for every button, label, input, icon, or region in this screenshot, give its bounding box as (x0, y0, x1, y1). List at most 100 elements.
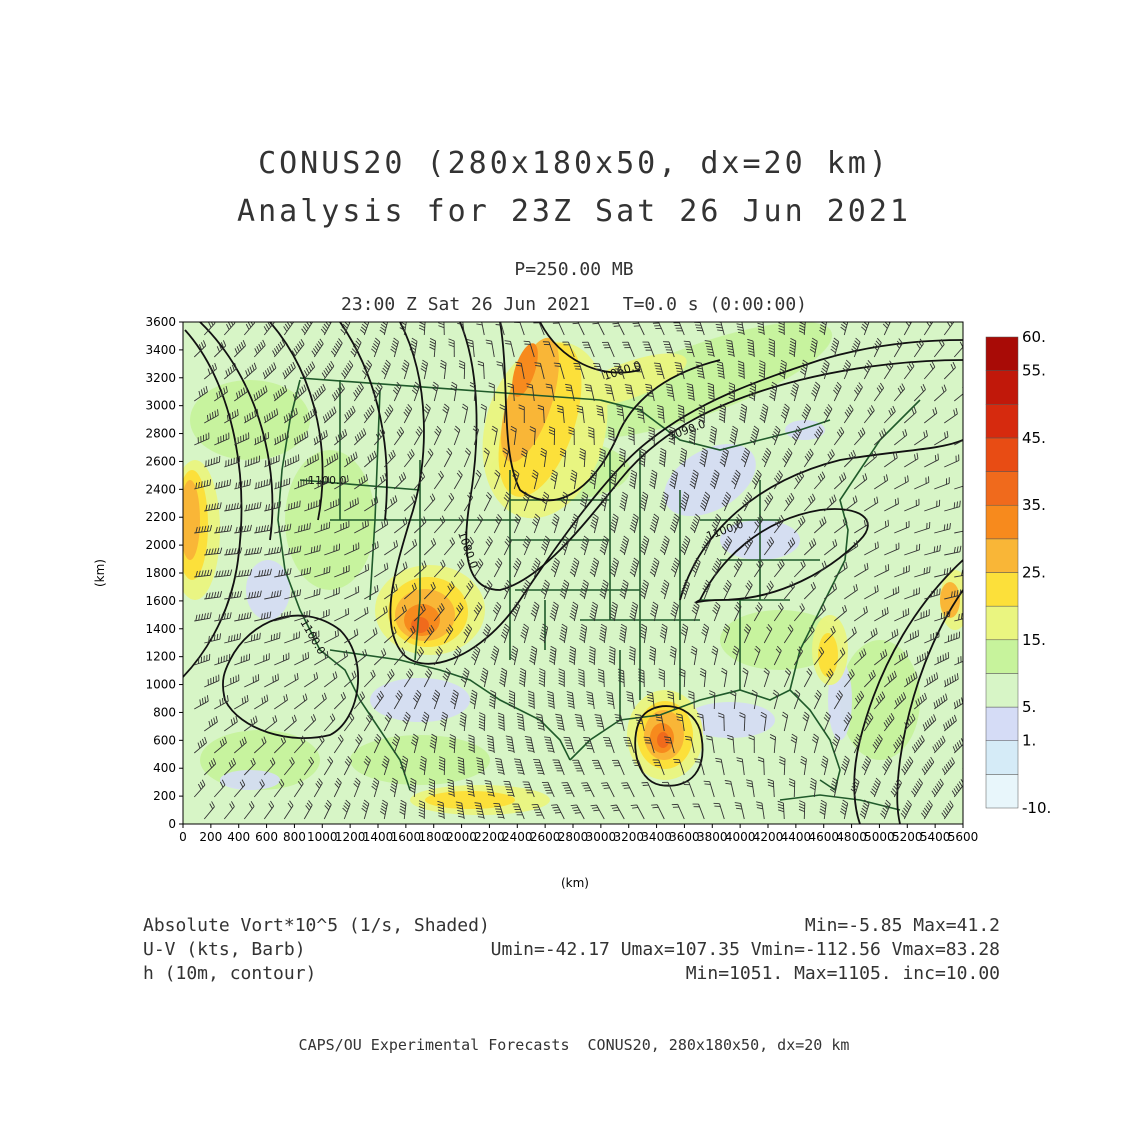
wind-barb (291, 338, 305, 358)
wind-barb (303, 407, 318, 424)
y-tick-label: 2200 (145, 510, 176, 524)
wind-barb (353, 734, 363, 754)
wind-barb (639, 623, 648, 644)
wind-barb (924, 672, 939, 688)
wind-barb (903, 713, 916, 732)
wind-barb (628, 646, 636, 666)
wind-barb (922, 714, 937, 732)
wind-barbs (193, 322, 963, 820)
wind-barb (913, 338, 924, 358)
wind-barb (473, 469, 482, 490)
colorbar-swatch (985, 370, 1019, 405)
wind-barb (254, 431, 270, 446)
wind-barb (548, 426, 556, 446)
wind-barb (656, 404, 665, 424)
wind-barb (690, 645, 698, 666)
wind-barb (253, 736, 267, 754)
state-lines-west (299, 380, 520, 661)
wind-barb (516, 713, 525, 732)
wind-barb (954, 485, 963, 490)
wind-barb (684, 735, 695, 754)
wind-barb (513, 758, 525, 776)
wind-barb (333, 777, 342, 798)
wind-barb (793, 603, 805, 622)
wind-barb (904, 629, 920, 644)
wind-barb (465, 779, 475, 798)
x-tick-label: 200 (199, 830, 222, 844)
wind-barb (343, 405, 356, 424)
wind-barb (274, 568, 292, 578)
wind-barb (652, 322, 665, 336)
wind-barb (844, 540, 859, 556)
wind-barb (284, 589, 302, 600)
wind-barb (234, 479, 251, 490)
wind-barb (579, 623, 588, 644)
wind-barb (423, 493, 436, 512)
wind-barb (284, 631, 300, 644)
wind-barb (823, 449, 835, 468)
y-tick-label: 1600 (145, 594, 176, 608)
wind-barb (894, 608, 910, 622)
wind-barb (670, 557, 680, 578)
wind-barb (679, 668, 686, 688)
wind-barb (645, 383, 655, 402)
wind-barb (273, 736, 287, 754)
wind-barb (393, 517, 408, 534)
wind-barb (618, 448, 626, 468)
wind-barb (904, 543, 921, 556)
wind-barb (502, 579, 512, 600)
wind-barb (722, 623, 731, 644)
wind-barb (496, 361, 505, 380)
wind-barb (273, 385, 288, 402)
wind-barb (566, 691, 575, 710)
wind-barb (333, 429, 348, 446)
wind-barb (813, 604, 826, 622)
wind-barb (748, 734, 755, 754)
colorbar-swatch (985, 471, 1019, 506)
y-tick-label: 600 (153, 733, 176, 747)
wind-barb (473, 514, 484, 534)
wind-barb (393, 690, 403, 710)
wind-barb (204, 633, 222, 644)
wind-barb (476, 322, 485, 336)
wind-barb (783, 667, 792, 688)
wind-barb (443, 492, 455, 512)
wind-barb (655, 713, 665, 732)
wind-barb (675, 713, 685, 732)
y-tick-label: 3200 (145, 371, 176, 385)
colorbar-label: 15. (1022, 631, 1046, 649)
wind-barb (695, 361, 705, 380)
wind-barb (520, 447, 528, 468)
wind-barb (244, 455, 260, 468)
x-tick-label: 5600 (948, 830, 979, 844)
wind-barb (224, 502, 242, 512)
wind-barb (452, 645, 462, 666)
wind-barb (833, 426, 845, 446)
wind-barb (547, 690, 555, 710)
wind-barb (413, 603, 426, 622)
wind-barb (716, 361, 725, 380)
wind-barb (673, 759, 685, 776)
wind-barb (903, 360, 915, 380)
wind-barb (589, 557, 600, 578)
wind-barb (293, 735, 306, 754)
y-tick-label: 3600 (145, 315, 176, 329)
x-tick-label: 3800 (697, 830, 728, 844)
wind-barb (533, 759, 545, 776)
wind-barb (803, 582, 817, 600)
wind-barb (314, 651, 329, 666)
wind-barb (921, 756, 935, 776)
wind-barb (402, 711, 411, 732)
wind-barb (658, 447, 667, 468)
wind-barb (560, 491, 569, 512)
wind-barb (763, 624, 773, 644)
wind-barb (688, 426, 696, 446)
wind-barb (559, 579, 570, 600)
wind-barb (484, 780, 495, 798)
credit-line: CAPS/OU Experimental Forecasts CONUS20, … (298, 1036, 850, 1054)
wind-barb (399, 799, 407, 820)
wind-barb (558, 668, 565, 688)
wind-barb (429, 733, 438, 754)
wind-barb (753, 514, 764, 534)
wind-barb (890, 777, 902, 798)
